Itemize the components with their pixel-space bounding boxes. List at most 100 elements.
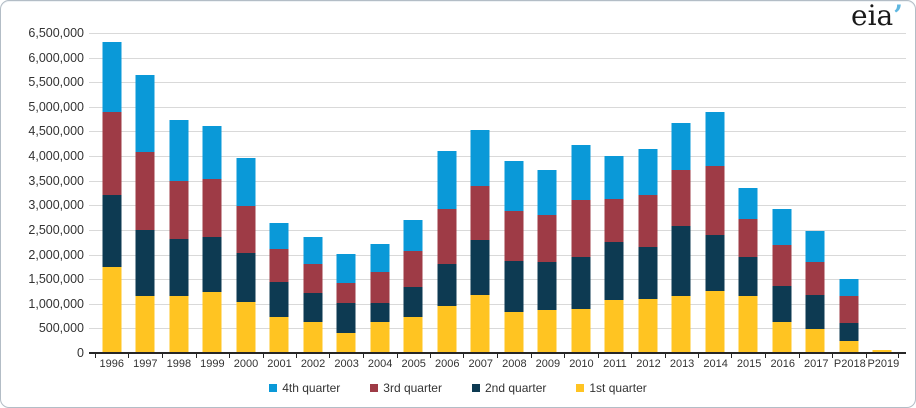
bar-segment-2006-1st-quarter[interactable] [437, 306, 457, 352]
bar-segment-1998-4th-quarter[interactable] [169, 119, 189, 181]
bar-segment-P2018-3rd-quarter[interactable] [839, 295, 859, 324]
stacked-bar-2015[interactable] [738, 187, 758, 352]
stacked-bar-2007[interactable] [470, 130, 490, 352]
bar-segment-2003-2nd-quarter[interactable] [336, 303, 356, 334]
bar-segment-2001-1st-quarter[interactable] [269, 317, 289, 352]
bar-segment-2010-1st-quarter[interactable] [571, 308, 591, 352]
bar-segment-1999-3rd-quarter[interactable] [202, 178, 222, 238]
bar-segment-2001-2nd-quarter[interactable] [269, 281, 289, 318]
bar-segment-P2019-1st-quarter[interactable] [872, 349, 892, 352]
stacked-bar-1999[interactable] [202, 125, 222, 352]
bar-segment-2004-4th-quarter[interactable] [370, 244, 390, 273]
bar-segment-2004-1st-quarter[interactable] [370, 322, 390, 352]
legend-item-2nd-quarter[interactable]: 2nd quarter [471, 381, 546, 395]
bar-segment-2007-2nd-quarter[interactable] [470, 239, 490, 295]
bar-segment-2001-3rd-quarter[interactable] [269, 248, 289, 282]
bar-segment-2002-4th-quarter[interactable] [303, 237, 323, 264]
bar-segment-2010-4th-quarter[interactable] [571, 145, 591, 200]
bar-segment-2008-2nd-quarter[interactable] [504, 260, 524, 312]
bar-segment-2008-4th-quarter[interactable] [504, 161, 524, 211]
legend-item-1st-quarter[interactable]: 1st quarter [576, 381, 647, 395]
bar-segment-2000-2nd-quarter[interactable] [236, 253, 256, 302]
bar-segment-2000-4th-quarter[interactable] [236, 158, 256, 207]
legend-item-3rd-quarter[interactable]: 3rd quarter [370, 381, 442, 395]
stacked-bar-2010[interactable] [571, 145, 591, 352]
stacked-bar-2008[interactable] [504, 161, 524, 352]
bar-segment-2002-3rd-quarter[interactable] [303, 263, 323, 293]
bar-segment-2014-1st-quarter[interactable] [705, 290, 725, 352]
bar-segment-1998-3rd-quarter[interactable] [169, 180, 189, 240]
bar-segment-2014-2nd-quarter[interactable] [705, 235, 725, 291]
bar-segment-2005-1st-quarter[interactable] [403, 316, 423, 352]
stacked-bar-P2018[interactable] [839, 278, 859, 352]
bar-segment-2006-2nd-quarter[interactable] [437, 263, 457, 307]
bar-segment-P2018-4th-quarter[interactable] [839, 278, 859, 296]
bar-segment-2002-2nd-quarter[interactable] [303, 292, 323, 323]
bar-segment-2016-3rd-quarter[interactable] [772, 244, 792, 286]
stacked-bar-2004[interactable] [370, 244, 390, 352]
bar-segment-2014-3rd-quarter[interactable] [705, 165, 725, 236]
bar-segment-2017-2nd-quarter[interactable] [805, 295, 825, 330]
bar-segment-2015-1st-quarter[interactable] [738, 295, 758, 352]
bar-segment-1996-3rd-quarter[interactable] [102, 111, 122, 195]
bar-segment-2012-4th-quarter[interactable] [638, 148, 658, 195]
stacked-bar-2017[interactable] [805, 230, 825, 352]
stacked-bar-2005[interactable] [403, 220, 423, 352]
bar-segment-2008-3rd-quarter[interactable] [504, 210, 524, 261]
stacked-bar-2013[interactable] [671, 123, 691, 352]
bar-segment-2008-1st-quarter[interactable] [504, 311, 524, 352]
bar-segment-2009-4th-quarter[interactable] [537, 169, 557, 215]
stacked-bar-2011[interactable] [604, 155, 624, 352]
bar-segment-2001-4th-quarter[interactable] [269, 222, 289, 249]
bar-segment-1997-4th-quarter[interactable] [135, 74, 155, 152]
bar-segment-2000-3rd-quarter[interactable] [236, 206, 256, 254]
bar-segment-2009-3rd-quarter[interactable] [537, 214, 557, 262]
bar-segment-2017-4th-quarter[interactable] [805, 230, 825, 263]
bar-segment-2003-1st-quarter[interactable] [336, 333, 356, 352]
bar-segment-1998-2nd-quarter[interactable] [169, 239, 189, 297]
bar-segment-2003-4th-quarter[interactable] [336, 254, 356, 283]
bar-segment-1999-4th-quarter[interactable] [202, 125, 222, 179]
bar-segment-2016-2nd-quarter[interactable] [772, 285, 792, 323]
bar-segment-1996-4th-quarter[interactable] [102, 41, 122, 112]
stacked-bar-1997[interactable] [135, 74, 155, 352]
bar-segment-1997-2nd-quarter[interactable] [135, 230, 155, 296]
bar-segment-2012-3rd-quarter[interactable] [638, 194, 658, 248]
bar-segment-2007-1st-quarter[interactable] [470, 294, 490, 352]
bar-segment-2010-2nd-quarter[interactable] [571, 256, 591, 309]
bar-segment-2015-2nd-quarter[interactable] [738, 257, 758, 296]
bar-segment-2015-3rd-quarter[interactable] [738, 218, 758, 258]
bar-segment-2014-4th-quarter[interactable] [705, 111, 725, 166]
stacked-bar-1996[interactable] [102, 41, 122, 352]
bar-segment-2004-3rd-quarter[interactable] [370, 272, 390, 304]
bar-segment-2017-1st-quarter[interactable] [805, 329, 825, 352]
bar-segment-2015-4th-quarter[interactable] [738, 187, 758, 219]
stacked-bar-P2019[interactable] [872, 349, 892, 352]
bar-segment-1996-1st-quarter[interactable] [102, 266, 122, 352]
stacked-bar-2003[interactable] [336, 254, 356, 352]
bar-segment-2013-1st-quarter[interactable] [671, 295, 691, 352]
bar-segment-1998-1st-quarter[interactable] [169, 296, 189, 352]
bar-segment-2004-2nd-quarter[interactable] [370, 303, 390, 323]
bar-segment-2016-4th-quarter[interactable] [772, 209, 792, 245]
bar-segment-2009-1st-quarter[interactable] [537, 309, 557, 352]
bar-segment-2013-2nd-quarter[interactable] [671, 226, 691, 296]
bar-segment-2000-1st-quarter[interactable] [236, 301, 256, 352]
bar-segment-2005-3rd-quarter[interactable] [403, 250, 423, 288]
bar-segment-2010-3rd-quarter[interactable] [571, 199, 591, 257]
bar-segment-2011-3rd-quarter[interactable] [604, 198, 624, 242]
stacked-bar-2006[interactable] [437, 150, 457, 352]
stacked-bar-2009[interactable] [537, 169, 557, 352]
bar-segment-1996-2nd-quarter[interactable] [102, 194, 122, 267]
bar-segment-2002-1st-quarter[interactable] [303, 322, 323, 352]
bar-segment-2005-2nd-quarter[interactable] [403, 287, 423, 317]
bar-segment-2007-4th-quarter[interactable] [470, 130, 490, 186]
bar-segment-P2018-2nd-quarter[interactable] [839, 323, 859, 341]
bar-segment-2006-3rd-quarter[interactable] [437, 209, 457, 264]
bar-segment-2013-4th-quarter[interactable] [671, 123, 691, 170]
bar-segment-1997-3rd-quarter[interactable] [135, 151, 155, 231]
bar-segment-2011-1st-quarter[interactable] [604, 300, 624, 352]
bar-segment-2005-4th-quarter[interactable] [403, 220, 423, 251]
bar-segment-2006-4th-quarter[interactable] [437, 150, 457, 210]
stacked-bar-2000[interactable] [236, 158, 256, 352]
